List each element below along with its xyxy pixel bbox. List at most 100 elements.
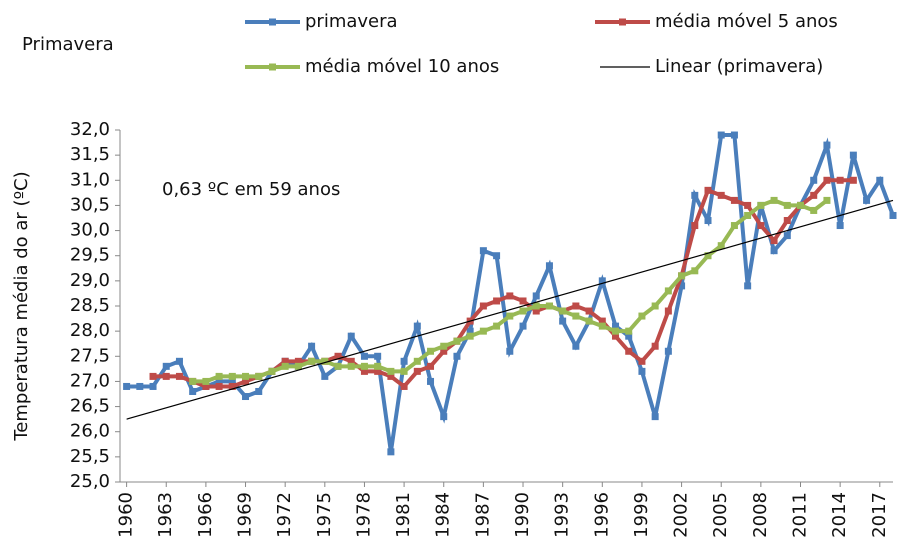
x-tick-label: 1978 bbox=[353, 492, 374, 538]
marker bbox=[440, 347, 448, 355]
marker bbox=[519, 322, 527, 330]
x-tick-label: 1984 bbox=[433, 492, 454, 538]
marker bbox=[651, 342, 659, 350]
marker bbox=[572, 342, 580, 350]
marker bbox=[598, 322, 606, 330]
marker bbox=[638, 367, 646, 375]
y-tick-label: 26,0 bbox=[70, 421, 110, 442]
marker bbox=[625, 332, 633, 340]
marker bbox=[744, 211, 752, 219]
x-tick-label: 1996 bbox=[591, 492, 612, 538]
x-tick-label: 2014 bbox=[829, 492, 850, 538]
marker bbox=[440, 413, 448, 421]
marker bbox=[321, 372, 329, 380]
marker bbox=[215, 382, 223, 390]
marker bbox=[612, 322, 620, 330]
marker bbox=[453, 337, 461, 345]
x-tick-label: 1972 bbox=[274, 492, 295, 538]
x-tick-label: 1966 bbox=[195, 492, 216, 538]
marker bbox=[664, 307, 672, 315]
marker bbox=[744, 282, 752, 290]
y-tick-label: 27,0 bbox=[70, 370, 110, 391]
x-tick-label: 1969 bbox=[235, 492, 256, 538]
marker bbox=[255, 387, 263, 395]
marker bbox=[175, 357, 183, 365]
marker bbox=[545, 262, 553, 270]
annotation: 0,63 ºC em 59 anos bbox=[162, 179, 340, 200]
marker bbox=[625, 347, 633, 355]
marker bbox=[757, 201, 765, 209]
marker bbox=[162, 372, 170, 380]
x-tick-label: 1981 bbox=[393, 492, 414, 538]
marker bbox=[730, 196, 738, 204]
marker bbox=[783, 217, 791, 225]
marker bbox=[202, 377, 210, 385]
x-tick-label: 2005 bbox=[710, 492, 731, 538]
legend-label: média móvel 5 anos bbox=[655, 11, 838, 32]
marker bbox=[387, 448, 395, 456]
marker bbox=[664, 347, 672, 355]
marker bbox=[360, 362, 368, 370]
marker bbox=[532, 292, 540, 300]
marker bbox=[678, 272, 686, 280]
marker bbox=[704, 217, 712, 225]
marker bbox=[268, 367, 276, 375]
y-tick-label: 32,0 bbox=[70, 119, 110, 140]
marker bbox=[519, 307, 527, 315]
marker bbox=[242, 372, 250, 380]
legend-label: primavera bbox=[305, 11, 398, 32]
y-tick-label: 29,0 bbox=[70, 270, 110, 291]
y-tick-label: 31,5 bbox=[70, 144, 110, 165]
x-tick-label: 1999 bbox=[631, 492, 652, 538]
marker bbox=[202, 382, 210, 390]
marker bbox=[479, 247, 487, 255]
x-tick-label: 1990 bbox=[512, 492, 533, 538]
marker bbox=[849, 151, 857, 159]
marker bbox=[413, 322, 421, 330]
marker bbox=[678, 282, 686, 290]
x-tick-label: 1963 bbox=[155, 492, 176, 538]
marker bbox=[730, 131, 738, 139]
marker bbox=[281, 362, 289, 370]
legend-marker bbox=[619, 18, 626, 26]
marker bbox=[400, 357, 408, 365]
marker bbox=[876, 176, 884, 184]
marker bbox=[612, 327, 620, 335]
marker bbox=[585, 307, 593, 315]
marker bbox=[810, 191, 818, 199]
marker bbox=[797, 201, 805, 209]
marker bbox=[427, 377, 435, 385]
marker bbox=[294, 357, 302, 365]
marker bbox=[532, 302, 540, 310]
marker bbox=[400, 367, 408, 375]
marker bbox=[532, 307, 540, 315]
y-tick-label: 28,5 bbox=[70, 295, 110, 316]
marker bbox=[334, 352, 342, 360]
marker bbox=[638, 312, 646, 320]
x-tick-label: 2017 bbox=[869, 492, 890, 538]
marker bbox=[691, 267, 699, 275]
marker bbox=[810, 176, 818, 184]
y-tick-label: 27,5 bbox=[70, 345, 110, 366]
y-tick-label: 31,0 bbox=[70, 169, 110, 190]
marker bbox=[849, 176, 857, 184]
marker bbox=[651, 413, 659, 421]
marker bbox=[374, 362, 382, 370]
x-tick-label: 2011 bbox=[790, 492, 811, 538]
x-tick-label: 1993 bbox=[552, 492, 573, 538]
marker bbox=[545, 302, 553, 310]
marker bbox=[149, 372, 157, 380]
marker bbox=[598, 317, 606, 325]
marker bbox=[783, 201, 791, 209]
y-tick-label: 25,5 bbox=[70, 446, 110, 467]
marker bbox=[836, 222, 844, 230]
marker bbox=[334, 362, 342, 370]
marker bbox=[308, 357, 316, 365]
marker bbox=[136, 382, 144, 390]
y-tick-label: 28,0 bbox=[70, 320, 110, 341]
marker bbox=[347, 357, 355, 365]
marker bbox=[585, 317, 593, 325]
y-tick-label: 30,0 bbox=[70, 220, 110, 241]
